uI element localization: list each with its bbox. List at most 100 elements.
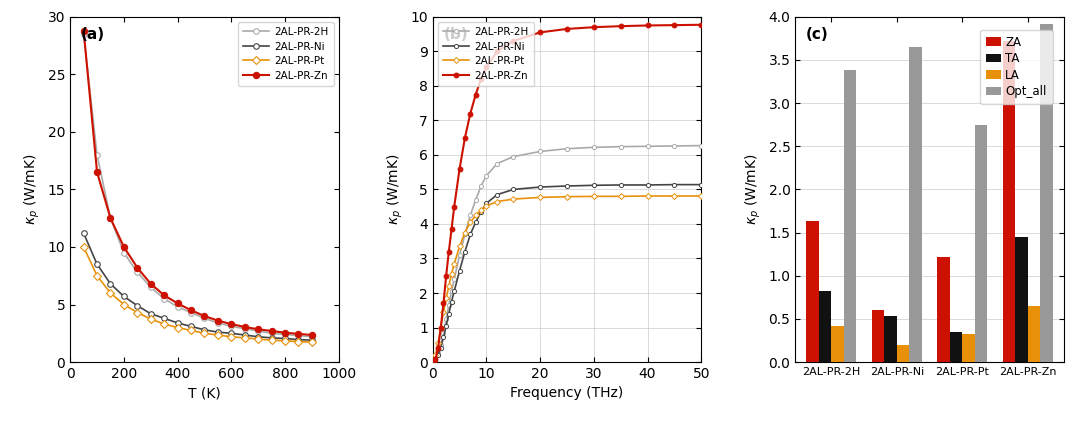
Bar — [1015, 237, 1028, 362]
2AL-PR-Ni — [306, 338, 319, 343]
2AL-PR-2H — [198, 316, 211, 321]
2AL-PR-Zn — [432, 346, 445, 351]
2AL-PR-Pt — [480, 203, 492, 208]
2AL-PR-Ni — [667, 182, 680, 187]
2AL-PR-Pt — [454, 244, 467, 249]
2AL-PR-Zn — [454, 166, 467, 171]
2AL-PR-Ni — [212, 330, 225, 335]
2AL-PR-Ni — [437, 335, 450, 340]
2AL-PR-Pt — [445, 272, 458, 277]
2AL-PR-Ni — [642, 182, 654, 187]
Bar — [975, 125, 987, 362]
2AL-PR-2H — [77, 32, 90, 37]
Bar — [1040, 24, 1053, 362]
2AL-PR-Ni — [292, 337, 305, 342]
2AL-PR-Zn — [428, 359, 441, 364]
Legend: 2AL-PR-2H, 2AL-PR-Ni, 2AL-PR-Pt, 2AL-PR-Zn: 2AL-PR-2H, 2AL-PR-Ni, 2AL-PR-Pt, 2AL-PR-… — [238, 22, 334, 86]
2AL-PR-Zn — [91, 170, 104, 175]
2AL-PR-Pt — [306, 340, 319, 345]
2AL-PR-2H — [443, 303, 456, 308]
2AL-PR-Zn — [459, 135, 472, 140]
2AL-PR-Pt — [694, 194, 707, 199]
Line: 2AL-PR-Zn: 2AL-PR-Zn — [81, 27, 315, 338]
2AL-PR-Zn — [480, 64, 492, 69]
2AL-PR-Pt — [292, 339, 305, 344]
2AL-PR-2H — [445, 289, 458, 294]
Line: 2AL-PR-2H: 2AL-PR-2H — [432, 144, 703, 363]
2AL-PR-Zn — [437, 301, 450, 306]
2AL-PR-2H — [252, 328, 265, 333]
Legend: ZA, TA, LA, Opt_all: ZA, TA, LA, Opt_all — [981, 29, 1053, 104]
2AL-PR-Pt — [265, 338, 278, 343]
2AL-PR-2H — [292, 333, 305, 338]
2AL-PR-Ni — [454, 268, 467, 273]
2AL-PR-Zn — [463, 111, 476, 116]
2AL-PR-Ni — [490, 192, 503, 197]
2AL-PR-Ni — [534, 184, 546, 189]
2AL-PR-Zn — [443, 249, 456, 254]
2AL-PR-Pt — [429, 353, 442, 358]
2AL-PR-2H — [145, 285, 158, 290]
2AL-PR-Zn — [171, 301, 184, 306]
Line: 2AL-PR-2H: 2AL-PR-2H — [81, 31, 314, 339]
2AL-PR-Pt — [588, 194, 600, 199]
2AL-PR-Pt — [158, 322, 171, 327]
2AL-PR-Pt — [463, 220, 476, 225]
2AL-PR-Ni — [77, 231, 90, 236]
2AL-PR-Pt — [437, 309, 450, 314]
2AL-PR-Zn — [292, 331, 305, 336]
2AL-PR-Zn — [448, 204, 461, 209]
2AL-PR-Ni — [507, 187, 519, 192]
2AL-PR-2H — [490, 161, 503, 166]
2AL-PR-Zn — [185, 308, 198, 313]
2AL-PR-Ni — [91, 262, 104, 267]
2AL-PR-Pt — [507, 197, 519, 202]
2AL-PR-Ni — [474, 209, 487, 214]
2AL-PR-Zn — [588, 25, 600, 30]
2AL-PR-Ni — [145, 311, 158, 316]
2AL-PR-Zn — [118, 245, 131, 250]
2AL-PR-Ni — [561, 184, 573, 189]
Bar — [1003, 41, 1015, 362]
2AL-PR-Pt — [642, 194, 654, 199]
2AL-PR-Zn — [279, 330, 292, 335]
2AL-PR-Pt — [131, 310, 144, 315]
2AL-PR-2H — [104, 216, 117, 221]
2AL-PR-Pt — [440, 296, 453, 301]
2AL-PR-Pt — [534, 195, 546, 200]
2AL-PR-2H — [667, 144, 680, 149]
X-axis label: Frequency (THz): Frequency (THz) — [511, 386, 623, 400]
2AL-PR-Pt — [145, 317, 158, 322]
2AL-PR-Ni — [480, 201, 492, 206]
2AL-PR-2H — [561, 146, 573, 151]
2AL-PR-2H — [448, 277, 461, 282]
2AL-PR-Zn — [667, 23, 680, 28]
2AL-PR-2H — [306, 334, 319, 339]
2AL-PR-Ni — [225, 331, 238, 336]
2AL-PR-Ni — [265, 336, 278, 341]
2AL-PR-Zn — [104, 216, 117, 221]
2AL-PR-2H — [694, 143, 707, 148]
2AL-PR-2H — [642, 144, 654, 149]
2AL-PR-Ni — [443, 311, 456, 316]
2AL-PR-Pt — [225, 334, 238, 339]
2AL-PR-Zn — [306, 333, 319, 338]
Text: (c): (c) — [806, 27, 828, 42]
2AL-PR-2H — [131, 270, 144, 275]
2AL-PR-Ni — [198, 327, 211, 332]
2AL-PR-Pt — [667, 194, 680, 199]
2AL-PR-Zn — [239, 325, 252, 330]
2AL-PR-Ni — [428, 359, 441, 364]
2AL-PR-Pt — [490, 199, 503, 204]
2AL-PR-2H — [480, 173, 492, 178]
Text: (a): (a) — [81, 27, 105, 42]
2AL-PR-Zn — [131, 265, 144, 270]
Text: (b): (b) — [444, 27, 468, 42]
2AL-PR-Zn — [490, 49, 503, 54]
2AL-PR-Pt — [432, 341, 445, 346]
Bar — [909, 47, 921, 362]
2AL-PR-Zn — [212, 318, 225, 323]
2AL-PR-Zn — [225, 322, 238, 327]
2AL-PR-2H — [454, 253, 467, 258]
Y-axis label: $\kappa_p$ (W/mK): $\kappa_p$ (W/mK) — [743, 154, 762, 225]
